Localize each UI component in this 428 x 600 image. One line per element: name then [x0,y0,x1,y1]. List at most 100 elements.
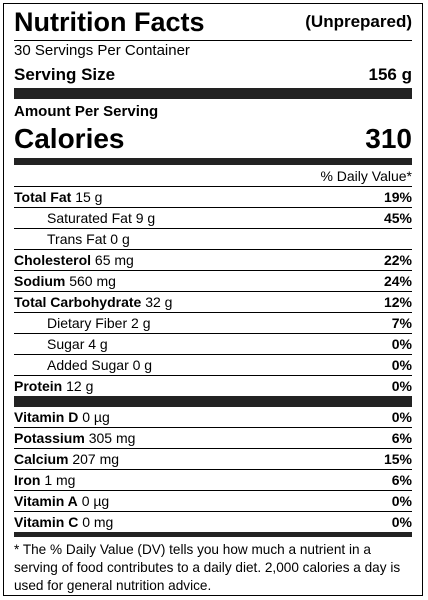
nutrient-amount: 12 g [66,378,94,394]
nutrient: Saturated Fat 9 g [14,210,155,226]
divider [14,396,412,407]
daily-value: 19% [383,189,412,205]
nutrient-amount: 207 mg [72,451,120,467]
nutrient-amount: 0 g [110,231,130,247]
daily-value: 22% [383,252,412,268]
nutrient-row: Vitamin C 0 mg 0% [14,512,412,532]
daily-value: 0% [391,514,412,530]
nutrient-name: Total Carbohydrate [14,294,142,310]
serving-size-label: Serving Size [14,65,116,84]
nutrient-row: Total Carbohydrate 32 g 12% [14,292,412,313]
divider [14,158,412,165]
nutrient-name: Iron [14,472,41,488]
nutrient-row: Saturated Fat 9 g 45% [14,208,412,229]
nutrient-amount: 32 g [145,294,173,310]
dv-header-text: % Daily Value* [320,167,412,184]
footnote: * The % Daily Value (DV) tells you how m… [14,542,401,593]
nutrient-name: Vitamin C [14,514,79,530]
nutrient-amount: 0 µg [81,493,110,509]
title: Nutrition Facts [14,6,205,37]
nutrient: Vitamin D 0 µg [14,409,110,425]
nutrient: Protein 12 g [14,378,93,394]
nutrient-row: Added Sugar 0 g 0% [14,355,412,376]
nutrient-row: Vitamin A 0 µg 0% [14,491,412,512]
nutrient-amount: 65 mg [94,252,134,268]
calories-label: Calories [14,123,125,154]
daily-value: 6% [391,472,412,488]
divider [14,88,412,99]
daily-value: 0% [391,409,412,425]
vitamins: Vitamin D 0 µg 0% Potassium 305 mg 6% Calciu… [14,407,412,532]
calories-row: Calories 310 [14,123,412,155]
nutrient-row: Potassium 305 mg 6% [14,428,412,449]
nutrient-name: Vitamin A [14,493,78,509]
nutrient-amount: 15 g [75,189,103,205]
nutrient: Trans Fat 0 g [14,231,130,247]
nutrient-amount: 4 g [88,336,108,352]
nutrient: Total Carbohydrate 32 g [14,294,172,310]
nutrient-amount: 9 g [135,210,156,226]
nutrient-row: Total Fat 15 g 19% [14,187,412,208]
nutrient-row: Protein 12 g 0% [14,376,412,396]
nutrient-row: Trans Fat 0 g [14,229,412,250]
nutrient-row: Iron 1 mg 6% [14,470,412,491]
nutrient-name: Total Fat [14,189,72,205]
daily-value: 24% [383,273,412,289]
daily-value: 7% [391,315,412,331]
daily-value: 0% [391,378,412,394]
nutrient-row: Sodium 560 mg 24% [14,271,412,292]
dv-header: % Daily Value* [14,165,412,187]
nutrient: Vitamin C 0 mg [14,514,113,530]
aps-text: Amount Per Serving [14,102,159,120]
nutrient: Added Sugar 0 g [14,357,152,373]
nutrient: Dietary Fiber 2 g [14,315,151,331]
title-row: Nutrition Facts (Unprepared) [14,4,412,41]
nutrient-row: Calcium 207 mg 15% [14,449,412,470]
nutrient-amount: 305 mg [88,430,136,446]
nutrient: Sugar 4 g [14,336,108,352]
nutrient-name: Cholesterol [14,252,92,268]
nutrition-label: Nutrition Facts (Unprepared) 30 Servings… [3,3,423,596]
nutrient-amount: 560 mg [69,273,116,289]
nutrient-name: Saturated Fat [47,210,132,226]
nutrient: Cholesterol 65 mg [14,252,134,268]
nutrient-name: Sodium [14,273,66,289]
nutrient-name: Vitamin D [14,409,79,425]
daily-value: 12% [383,294,412,310]
daily-value: 0% [391,493,412,509]
nutrient-amount: 0 mg [82,514,114,530]
daily-value: 0% [391,357,412,373]
nutrient-row: Dietary Fiber 2 g 7% [14,313,412,334]
divider [14,532,412,537]
nutrient-amount: 0 g [132,357,153,373]
nutrient: Iron 1 mg [14,472,75,488]
nutrient-name: Trans Fat [47,231,107,247]
serving-size: 156 g [368,65,412,84]
servings: 30 Servings Per Container [14,42,190,59]
daily-value: 45% [383,210,412,226]
nutrient-row: Vitamin D 0 µg 0% [14,407,412,428]
daily-value: 6% [391,430,412,446]
nutrient-amount: 0 µg [82,409,110,425]
nutrient-row: Sugar 4 g 0% [14,334,412,355]
calories-value: 310 [365,123,412,154]
nutrient: Vitamin A 0 µg [14,493,109,509]
nutrient: Sodium 560 mg [14,273,116,289]
nutrient-name: Sugar [47,336,85,352]
daily-value: 0% [391,336,412,352]
amount-per-serving: Amount Per Serving [14,99,412,123]
note: (Unprepared) [305,12,412,31]
serving-size-row: Serving Size 156 g [14,62,412,88]
nutrient-name: Potassium [14,430,85,446]
nutrient: Potassium 305 mg [14,430,135,446]
nutrient-amount: 2 g [131,315,151,331]
nutrients: Total Fat 15 g 19% Saturated Fat 9 g 45% Tra… [14,187,412,396]
nutrient-name: Protein [14,378,63,394]
nutrient-name: Added Sugar [47,357,129,373]
nutrient: Total Fat 15 g [14,189,102,205]
nutrient-amount: 1 mg [44,472,76,488]
daily-value: 15% [383,451,412,467]
nutrient-row: Cholesterol 65 mg 22% [14,250,412,271]
nutrient-name: Calcium [14,451,69,467]
